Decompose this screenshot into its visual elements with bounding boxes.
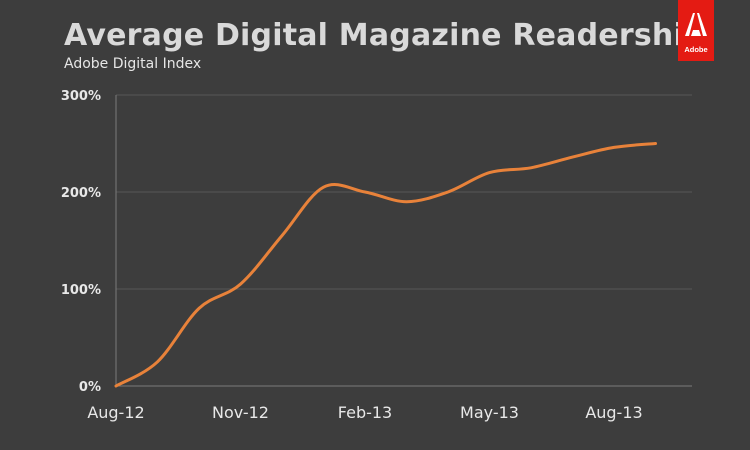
adobe-logo-text: Adobe xyxy=(684,45,708,54)
x-tick-label: May-13 xyxy=(460,403,519,422)
y-tick-label: 100% xyxy=(61,283,101,298)
x-tick-label: Aug-13 xyxy=(585,403,642,422)
y-tick-label: 300% xyxy=(61,89,101,104)
chart-subtitle: Adobe Digital Index xyxy=(64,56,202,72)
x-tick-label: Aug-12 xyxy=(87,403,144,422)
adobe-logo: Adobe xyxy=(678,0,714,61)
chart-title: Average Digital Magazine Readership xyxy=(64,18,706,53)
x-tick-label: Feb-13 xyxy=(338,403,392,422)
adobe-logo-icon xyxy=(685,13,707,36)
x-tick-label: Nov-12 xyxy=(212,403,269,422)
y-tick-label: 200% xyxy=(61,186,101,201)
series-line xyxy=(114,142,657,388)
y-tick-label: 0% xyxy=(79,380,101,395)
